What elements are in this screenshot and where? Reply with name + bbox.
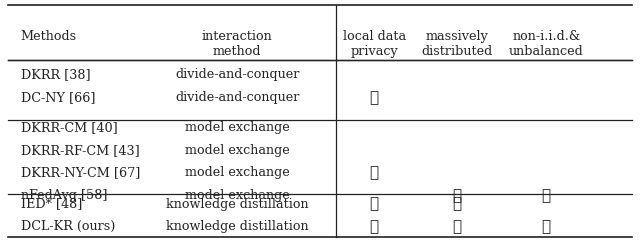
Text: nFedAvg [58]: nFedAvg [58]	[20, 189, 107, 202]
Text: ✓: ✓	[370, 220, 379, 234]
Text: local data
privacy: local data privacy	[342, 30, 406, 58]
Text: model exchange: model exchange	[185, 121, 289, 134]
Text: ✓: ✓	[370, 197, 379, 212]
Text: divide-and-conquer: divide-and-conquer	[175, 91, 300, 104]
Text: divide-and-conquer: divide-and-conquer	[175, 68, 300, 81]
Text: DKRR [38]: DKRR [38]	[20, 68, 90, 81]
Text: model exchange: model exchange	[185, 166, 289, 180]
Text: model exchange: model exchange	[185, 144, 289, 157]
Text: ✓: ✓	[541, 189, 551, 203]
Text: non-i.i.d.&
unbalanced: non-i.i.d.& unbalanced	[509, 30, 584, 58]
Text: model exchange: model exchange	[185, 189, 289, 202]
Text: DKRR-RF-CM [43]: DKRR-RF-CM [43]	[20, 144, 140, 157]
Text: interaction
method: interaction method	[202, 30, 273, 58]
Text: ✓: ✓	[452, 197, 461, 212]
Text: DKRR-CM [40]: DKRR-CM [40]	[20, 121, 117, 134]
Text: massively
distributed: massively distributed	[421, 30, 493, 58]
Text: IED* [48]: IED* [48]	[20, 197, 82, 211]
Text: knowledge distillation: knowledge distillation	[166, 220, 308, 233]
Text: Methods: Methods	[20, 30, 77, 43]
Text: DKRR-NY-CM [67]: DKRR-NY-CM [67]	[20, 166, 140, 180]
Text: ✓: ✓	[370, 91, 379, 105]
Text: ✓: ✓	[452, 189, 461, 203]
Text: knowledge distillation: knowledge distillation	[166, 197, 308, 211]
Text: DC-NY [66]: DC-NY [66]	[20, 91, 95, 104]
Text: DCL-KR (ours): DCL-KR (ours)	[20, 220, 115, 233]
Text: ✓: ✓	[370, 166, 379, 181]
Text: ✓: ✓	[541, 220, 551, 234]
Text: ✓: ✓	[452, 220, 461, 234]
